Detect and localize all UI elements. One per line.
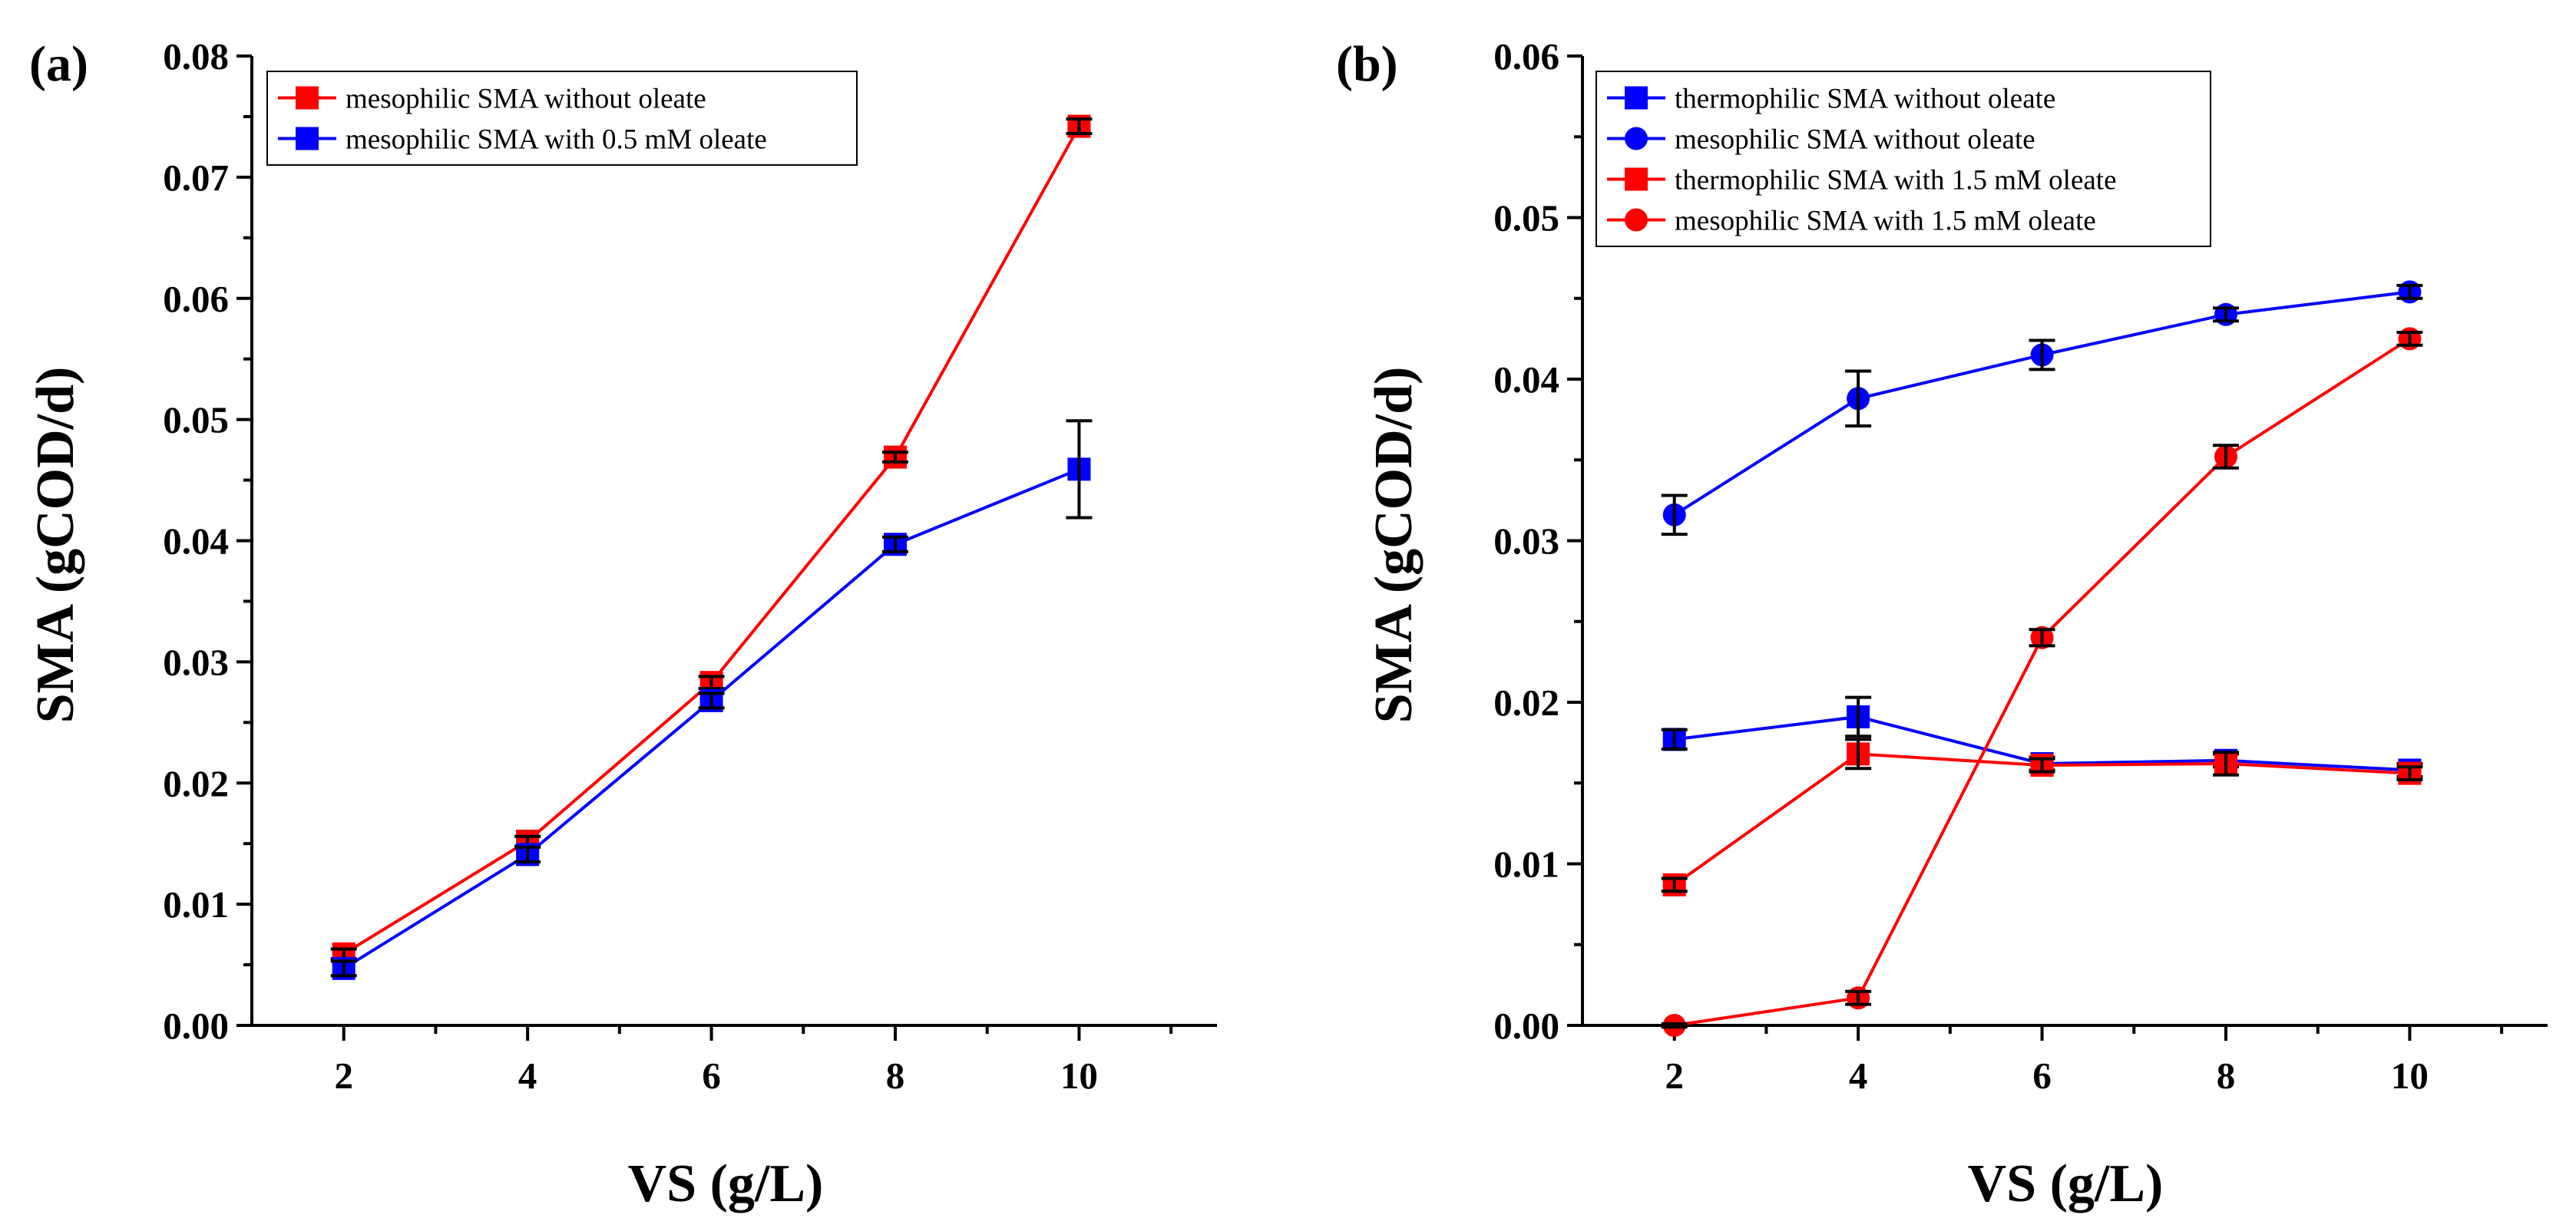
panel-b-error-bar <box>1845 369 1872 428</box>
panel-b-error-bar <box>2029 757 2055 774</box>
panel-b: (b) 0.00 0.01 0.02 0.03 0.04 0.05 0.06 2 4 6 8 10 th… <box>1336 35 2548 1213</box>
panel-a-y-tick-label: 0.05 <box>163 399 229 441</box>
panel-b-y-axis-title: SMA (gCOD/d) <box>1364 367 1424 724</box>
panel-b-x-tick-label: 4 <box>1849 1055 1868 1097</box>
panel-b-label: (b) <box>1336 36 1398 92</box>
panel-b-legend-label: thermophilic SMA without oleate <box>1675 84 2055 115</box>
panel-b-error-bar <box>1661 728 1688 751</box>
panel-b-series-3 <box>1661 738 2423 896</box>
panel-b-series-line <box>1674 337 2411 1027</box>
panel-a-y-tick-label: 0.02 <box>163 762 229 804</box>
panel-a-y-tick-label: 0.00 <box>163 1005 229 1047</box>
panel-a-series-line <box>342 125 1081 956</box>
panel-a-series-2 <box>330 419 1093 980</box>
panel-a-x-tick-label: 8 <box>886 1055 905 1097</box>
panel-a-y-tick-label: 0.08 <box>163 35 229 78</box>
panel-a-error-bar <box>698 692 725 710</box>
panel-b-legend-label: thermophilic SMA with 1.5 mM oleate <box>1675 165 2117 196</box>
panel-a-x-tick-label: 2 <box>334 1055 353 1097</box>
panel-b-x-tick-label: 2 <box>1665 1055 1684 1097</box>
panel-a-label: (a) <box>29 36 88 92</box>
panel-b-series-4 <box>1661 327 2423 1037</box>
panel-b-error-bar <box>1661 494 1688 536</box>
panel-a-x-tick-label: 4 <box>518 1055 537 1097</box>
panel-a-error-bar <box>698 675 725 691</box>
panel-a-axes <box>250 56 1217 1027</box>
panel-b-error-bar <box>2396 765 2423 782</box>
panel-b-legend: thermophilic SMA without oleate mesophili… <box>1596 71 2211 247</box>
panel-b-error-bar <box>2213 306 2239 323</box>
panel-b-y-tick-label: 0.01 <box>1493 843 1559 886</box>
panel-b-x-tick-label: 8 <box>2217 1055 2236 1097</box>
panel-a-error-bar <box>1066 117 1093 136</box>
panel-b-error-bar <box>2029 338 2055 371</box>
panel-b-y-tick-label: 0.00 <box>1493 1005 1559 1047</box>
panel-a-legend: mesophilic SMA without oleate mesophilic … <box>266 71 858 166</box>
panel-b-legend-marker <box>1625 208 1648 232</box>
panel-a-y-tick-label: 0.03 <box>163 641 229 683</box>
panel-b-y-tick-label: 0.03 <box>1493 520 1559 563</box>
panel-a-error-bar <box>882 535 908 553</box>
panel-b-error-bar <box>2029 628 2055 648</box>
panel-a-legend-box <box>266 71 858 166</box>
panel-b-y-tick-label: 0.02 <box>1493 682 1559 724</box>
panel-b-error-bar <box>1845 695 1872 738</box>
panel-b-error-bar <box>1845 989 1872 1006</box>
panel-a-y-tick-label: 0.04 <box>163 520 229 563</box>
panel-a: (a) 0.00 0.01 0.02 0.03 0.04 0.05 0.06 0.07 0.08… <box>26 35 1217 1213</box>
panel-a-x-tick-label: 6 <box>702 1055 721 1097</box>
panel-b-x-tick-label: 10 <box>2391 1055 2429 1097</box>
panel-b-series-2 <box>1661 280 2423 536</box>
panel-a-y-tick-label: 0.01 <box>163 883 229 926</box>
panel-b-x-tick-label: 6 <box>2032 1055 2052 1097</box>
panel-a-plot-area: 0.00 0.01 0.02 0.03 0.04 0.05 0.06 0.07 0.08 2 4 6 8… <box>163 35 1217 1097</box>
panel-b-error-bar <box>1661 1022 1688 1029</box>
panel-a-legend-label: mesophilic SMA with 0.5 mM oleate <box>346 124 767 156</box>
panel-b-y-tick-label: 0.04 <box>1493 358 1559 401</box>
panel-b-legend-label: mesophilic SMA without oleate <box>1675 124 2035 156</box>
panel-b-error-bar <box>2213 444 2239 470</box>
panel-b-legend-box <box>1596 71 2211 247</box>
panel-b-legend-marker <box>1625 127 1648 150</box>
panel-b-y-tick-label: 0.06 <box>1493 35 1559 78</box>
panel-b-legend-label: mesophilic SMA with 1.5 mM oleate <box>1675 206 2096 237</box>
panel-b-legend-marker <box>1625 167 1648 191</box>
panel-a-y-tick-label: 0.06 <box>163 278 229 320</box>
panel-a-error-bar <box>882 451 908 464</box>
panel-a-series-line <box>342 467 1080 970</box>
panel-b-legend-marker <box>1625 86 1648 110</box>
panel-a-x-axis-title: VS (g/L) <box>628 1154 824 1213</box>
panel-a-x-tick-label: 10 <box>1060 1055 1098 1097</box>
panel-b-plot-area: 0.00 0.01 0.02 0.03 0.04 0.05 0.06 2 4 6 8 10 thermo… <box>1493 35 2548 1097</box>
panel-a-series-1 <box>330 114 1093 966</box>
panel-b-error-bar <box>1661 876 1688 893</box>
panel-b-x-axis-title: VS (g/L) <box>1968 1154 2164 1213</box>
panel-a-error-bar <box>1066 419 1093 520</box>
panel-a-error-bar <box>514 845 541 863</box>
panel-b-error-bar <box>2396 330 2423 347</box>
panel-a-legend-label: mesophilic SMA without oleate <box>346 84 706 115</box>
panel-b-error-bar <box>2213 751 2239 777</box>
panel-b-series-line <box>1673 290 2410 517</box>
panel-a-y-axis-title: SMA (gCOD/d) <box>26 367 85 724</box>
panel-a-legend-marker <box>296 86 319 110</box>
panel-a-y-tick-label: 0.07 <box>163 157 229 199</box>
panel-b-y-tick-label: 0.05 <box>1493 197 1559 239</box>
panel-a-legend-marker <box>296 127 319 150</box>
panel-a-error-bar <box>330 959 357 978</box>
panel-b-error-bar <box>1845 738 1872 771</box>
panel-b-error-bar <box>2396 283 2423 300</box>
